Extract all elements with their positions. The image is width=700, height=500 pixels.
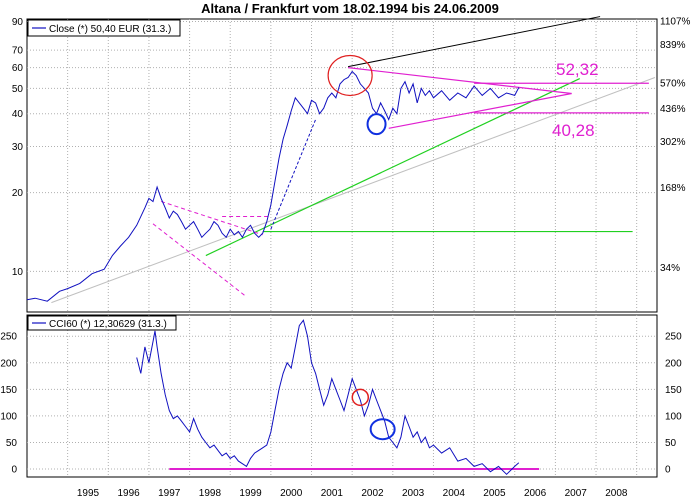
year-tick-label: 2004: [443, 488, 466, 499]
cci-legend: CCI60 (*) 12,30629 (31.3.): [27, 315, 177, 331]
price-percent-tick-label: 570%: [660, 79, 686, 90]
year-tick-label: 1996: [117, 488, 140, 499]
annotation-support: 40,28: [552, 121, 595, 140]
cci-panel-grid: [27, 315, 657, 477]
chart-title: Altana / Frankfurt vom 18.02.1994 bis 24…: [201, 1, 499, 16]
cci-tick-label: 200: [0, 358, 17, 369]
price-percent-tick-label: 436%: [660, 104, 686, 115]
circle-markers: [327, 54, 387, 136]
top-trendline: [347, 16, 601, 68]
price-percent-tick-label: 1107%: [660, 17, 691, 28]
price-tick-label: 60: [12, 63, 24, 74]
trendline-overlays: [51, 16, 656, 304]
low-highlight-circle: [366, 113, 387, 136]
channel-lower-dashed: [152, 223, 247, 298]
year-tick-label: 1997: [158, 488, 181, 499]
price-tick-label: 70: [12, 46, 24, 57]
cci-legend-box: [27, 315, 177, 331]
uptrend-line: [205, 78, 581, 257]
cci-tick-label-right: 0: [665, 465, 671, 476]
year-tick-label: 1998: [199, 488, 222, 499]
cci-tick-label-right: 200: [665, 358, 682, 369]
year-tick-label: 2008: [605, 488, 628, 499]
year-tick-label: 1999: [239, 488, 262, 499]
price-tick-label: 90: [12, 17, 24, 28]
price-panel-grid: [27, 19, 657, 312]
cci-series: [136, 319, 520, 475]
cci-panel-frame: [26, 314, 658, 478]
cci-tick-label-right: 100: [665, 411, 682, 422]
triangle-upper-line: [348, 67, 572, 95]
price-percent-tick-label: 34%: [660, 263, 680, 274]
long-term-trendline: [51, 77, 656, 304]
x-axis: 1995 1996 1997 1998 1999 2000 2001 2002 2003 2004…: [77, 488, 628, 499]
cci-tick-label-right: 250: [665, 332, 682, 343]
price-panel-frame: [26, 18, 658, 313]
price-axis-left: 10 20 30 40 50 60 70 90: [12, 17, 24, 278]
price-tick-label: 30: [12, 142, 24, 153]
cci-tick-label-right: 150: [665, 385, 682, 396]
price-percent-tick-label: 839%: [660, 40, 686, 51]
year-tick-label: 2005: [483, 488, 506, 499]
cci-line: [136, 319, 520, 475]
channel-upper-dashed: [160, 200, 263, 236]
cci-circle-markers: [351, 388, 396, 441]
cci-tick-label: 100: [0, 411, 17, 422]
price-tick-label: 40: [12, 109, 24, 120]
year-tick-label: 2003: [402, 488, 425, 499]
price-percent-tick-label: 302%: [660, 137, 686, 148]
cci-axis-right: 0 50 100 150 200 250: [665, 332, 682, 476]
year-tick-label: 2006: [524, 488, 547, 499]
cci-tick-label-right: 50: [665, 438, 677, 449]
price-legend-label: Close (*) 50,40 EUR (31.3.): [49, 24, 171, 35]
top-highlight-circle: [327, 54, 373, 97]
cci-legend-label: CCI60 (*) 12,30629 (31.3.): [49, 319, 167, 330]
price-legend: Close (*) 50,40 EUR (31.3.): [27, 19, 181, 37]
price-tick-label: 50: [12, 84, 24, 95]
price-series: [26, 70, 520, 302]
cci-tick-label: 150: [0, 385, 17, 396]
cci-axis-left: 0 50 100 150 200 250: [0, 332, 17, 476]
year-tick-label: 2000: [280, 488, 303, 499]
year-tick-label: 1995: [77, 488, 100, 499]
cci-tick-label: 50: [6, 438, 18, 449]
cci-top-circle: [351, 388, 370, 407]
cci-tick-label: 0: [11, 465, 17, 476]
triangle-lower-line: [388, 92, 572, 129]
price-axis-right: 34% 168% 302% 436% 570% 839% 1107%: [660, 17, 691, 274]
price-tick-label: 10: [12, 267, 24, 278]
year-tick-label: 2002: [361, 488, 384, 499]
cci-low-circle: [369, 418, 396, 441]
year-tick-label: 2001: [321, 488, 344, 499]
year-tick-label: 2007: [565, 488, 588, 499]
price-percent-tick-label: 168%: [660, 183, 686, 194]
annotation-resistance: 52,32: [556, 60, 599, 79]
price-line: [26, 70, 520, 302]
price-legend-box: [27, 19, 181, 37]
cci-tick-label: 250: [0, 332, 17, 343]
price-tick-label: 20: [12, 188, 24, 199]
